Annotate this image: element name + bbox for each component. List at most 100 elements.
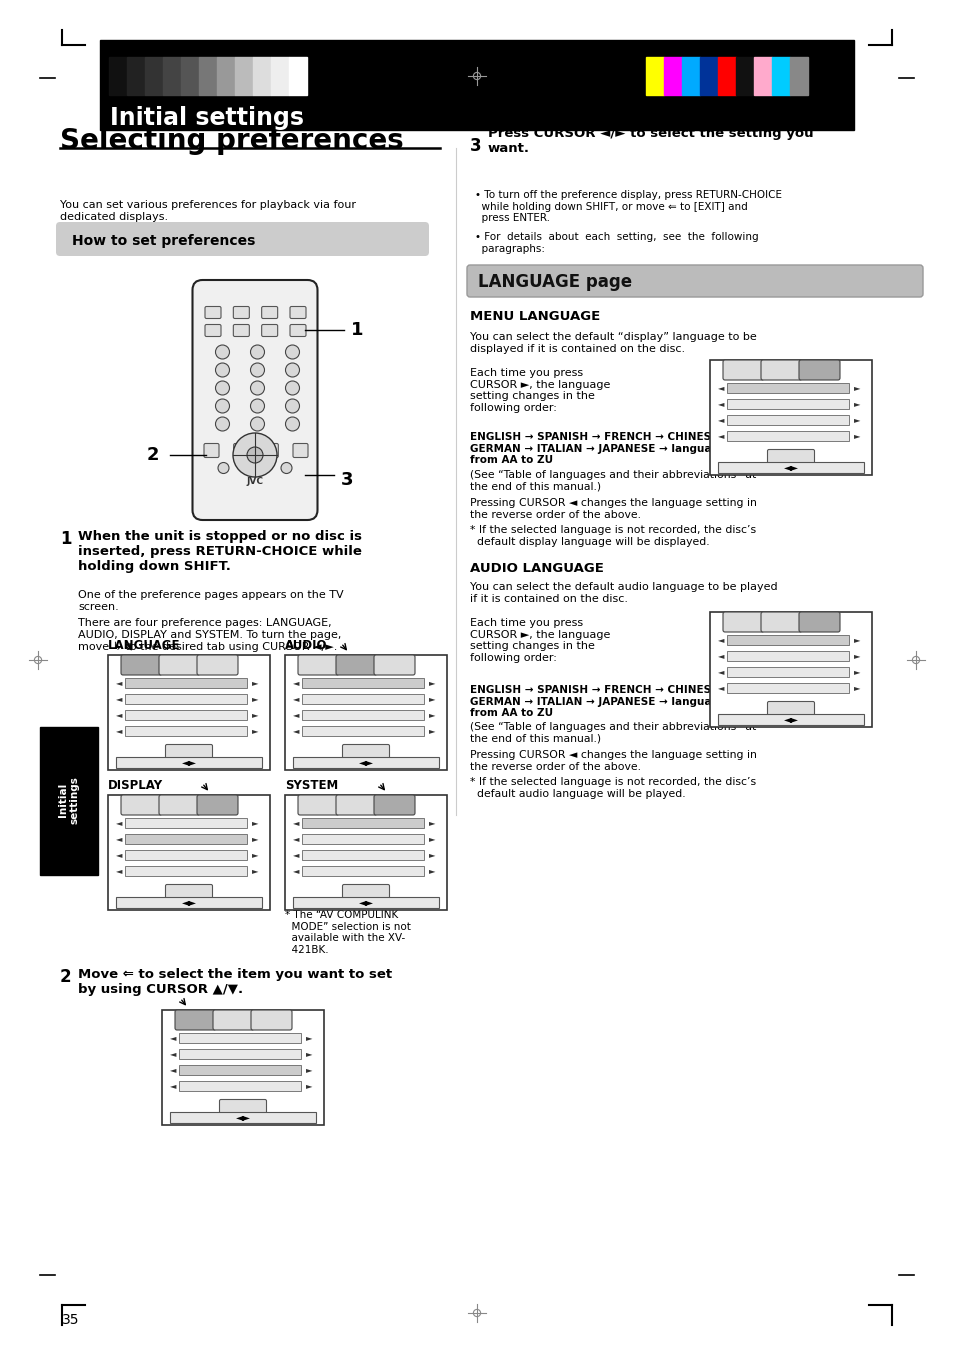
Circle shape: [285, 399, 299, 413]
Text: DISPLAY: DISPLAY: [108, 780, 163, 792]
FancyBboxPatch shape: [159, 655, 200, 676]
Text: ◄►: ◄►: [181, 897, 196, 907]
Bar: [108, 794, 270, 911]
Text: • For  details  about  each  setting,  see  the  following
  paragraphs:: • For details about each setting, see th…: [475, 232, 758, 254]
Bar: [199, 57, 216, 95]
FancyBboxPatch shape: [174, 1011, 215, 1029]
Text: 2: 2: [60, 969, 71, 986]
Bar: [162, 1011, 324, 1125]
Text: ◄: ◄: [293, 819, 299, 828]
Bar: [234, 57, 253, 95]
Circle shape: [285, 381, 299, 394]
Text: ENGLISH → SPANISH → FRENCH → CHINESE →
GERMAN → ITALIAN → JAPANESE → language co: ENGLISH → SPANISH → FRENCH → CHINESE → G…: [470, 685, 757, 719]
FancyBboxPatch shape: [767, 701, 814, 716]
Circle shape: [218, 462, 229, 473]
Bar: [125, 711, 247, 720]
Bar: [302, 817, 423, 828]
Text: 3: 3: [470, 136, 481, 155]
Text: ◄: ◄: [293, 851, 299, 859]
Text: When the unit is stopped or no disc is
inserted, press RETURN-CHOICE while
holdi: When the unit is stopped or no disc is i…: [78, 530, 361, 573]
Text: One of the preference pages appears on the TV
screen.: One of the preference pages appears on t…: [78, 590, 343, 612]
Bar: [645, 57, 663, 95]
FancyBboxPatch shape: [196, 794, 237, 815]
Bar: [302, 678, 423, 688]
Bar: [726, 651, 848, 661]
Text: ►: ►: [252, 694, 258, 704]
Bar: [125, 694, 247, 704]
Text: ◄: ◄: [293, 711, 299, 720]
Text: ◄►: ◄►: [358, 757, 374, 767]
Text: Each time you press
CURSOR ►, the language
setting changes in the
following orde: Each time you press CURSOR ►, the langua…: [470, 367, 610, 413]
Text: Move ⇐ to select the item you want to set
by using CURSOR ▲/▼.: Move ⇐ to select the item you want to se…: [78, 969, 392, 996]
Text: * The “AV COMPULINK
  MODE” selection is not
  available with the XV-
  421BK.: * The “AV COMPULINK MODE” selection is n…: [285, 911, 411, 955]
Text: ◄: ◄: [170, 1050, 176, 1058]
Text: Initial settings: Initial settings: [110, 105, 304, 130]
Bar: [293, 897, 438, 908]
Text: ►: ►: [306, 1082, 313, 1090]
FancyBboxPatch shape: [297, 794, 338, 815]
Text: ◄: ◄: [718, 635, 723, 644]
Bar: [285, 655, 447, 770]
Text: ◄: ◄: [293, 678, 299, 688]
FancyBboxPatch shape: [165, 744, 213, 758]
Text: ►: ►: [853, 651, 860, 661]
FancyBboxPatch shape: [722, 359, 763, 380]
Text: ►: ►: [252, 819, 258, 828]
Bar: [100, 41, 853, 130]
FancyBboxPatch shape: [165, 885, 213, 898]
Text: (See “Table of languages and their abbreviations” at
the end of this manual.): (See “Table of languages and their abbre…: [470, 721, 756, 743]
FancyBboxPatch shape: [374, 655, 415, 676]
Text: Press CURSOR ◄/► to select the setting you
want.: Press CURSOR ◄/► to select the setting y…: [488, 127, 813, 155]
Text: ◄: ◄: [170, 1034, 176, 1043]
Bar: [663, 57, 681, 95]
FancyBboxPatch shape: [219, 1100, 266, 1113]
FancyBboxPatch shape: [121, 794, 162, 815]
Bar: [718, 462, 863, 473]
Bar: [170, 1112, 315, 1123]
Bar: [253, 57, 271, 95]
Text: 1: 1: [60, 530, 71, 549]
Bar: [302, 866, 423, 875]
Text: ◄: ◄: [116, 819, 122, 828]
Bar: [109, 57, 127, 95]
Text: There are four preference pages: LANGUAGE,
AUDIO, DISPLAY and SYSTEM. To turn th: There are four preference pages: LANGUAG…: [78, 617, 341, 651]
Bar: [163, 57, 181, 95]
Circle shape: [247, 447, 263, 463]
Text: ◄: ◄: [293, 866, 299, 875]
Bar: [681, 57, 700, 95]
Text: LANGUAGE: LANGUAGE: [108, 639, 180, 653]
Text: Initial
settings: Initial settings: [58, 775, 80, 824]
FancyBboxPatch shape: [56, 222, 429, 255]
Text: ◄: ◄: [718, 431, 723, 440]
Bar: [116, 897, 262, 908]
FancyBboxPatch shape: [374, 794, 415, 815]
Circle shape: [251, 363, 264, 377]
Text: ►: ►: [853, 667, 860, 677]
Text: ◄►: ◄►: [358, 897, 374, 907]
Bar: [726, 382, 848, 393]
Text: ►: ►: [252, 866, 258, 875]
Text: ◄: ◄: [116, 711, 122, 720]
Bar: [179, 1048, 301, 1059]
Text: ◄►: ◄►: [782, 462, 798, 471]
Text: ►: ►: [306, 1066, 313, 1074]
FancyBboxPatch shape: [760, 359, 801, 380]
Bar: [302, 711, 423, 720]
Text: ◄: ◄: [293, 694, 299, 704]
FancyBboxPatch shape: [263, 443, 278, 458]
Text: ►: ►: [853, 416, 860, 424]
Text: * If the selected language is not recorded, the disc’s
  default audio language : * If the selected language is not record…: [470, 777, 756, 798]
Text: • To turn off the preference display, press RETURN-CHOICE
  while holding down S: • To turn off the preference display, pr…: [475, 190, 781, 223]
Circle shape: [251, 345, 264, 359]
Bar: [289, 57, 307, 95]
Circle shape: [285, 345, 299, 359]
Text: ◄: ◄: [116, 835, 122, 843]
FancyBboxPatch shape: [799, 359, 840, 380]
Bar: [125, 866, 247, 875]
Text: Each time you press
CURSOR ►, the language
setting changes in the
following orde: Each time you press CURSOR ►, the langua…: [470, 617, 610, 663]
Circle shape: [215, 417, 230, 431]
Bar: [293, 757, 438, 767]
FancyBboxPatch shape: [233, 324, 249, 336]
Bar: [302, 725, 423, 736]
Text: ◄: ◄: [718, 684, 723, 693]
